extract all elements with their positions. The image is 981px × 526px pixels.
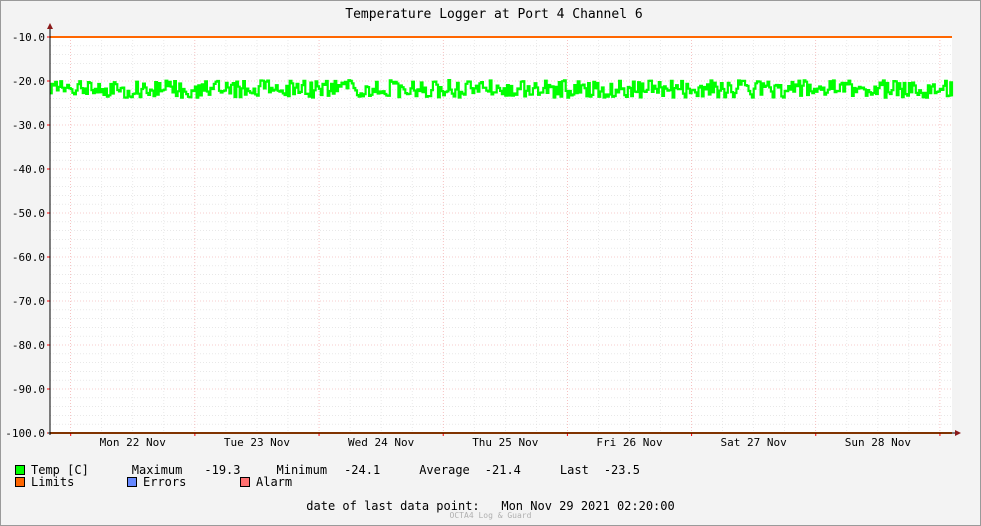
maximum-value: -19.3 xyxy=(204,463,241,477)
minimum-value: -24.1 xyxy=(344,463,381,477)
x-axis-arrow xyxy=(955,430,961,436)
y-tick-label: -10.0 xyxy=(12,31,45,44)
legend-limits: Limits xyxy=(15,475,127,489)
last-point-label: date of last data point: xyxy=(306,499,480,513)
y-tick-label: -30.0 xyxy=(12,119,45,132)
y-tick-label: -60.0 xyxy=(12,251,45,264)
y-tick-label: -100.0 xyxy=(5,427,45,440)
limits-label: Limits xyxy=(31,475,75,489)
legend-alarm: Alarm xyxy=(240,475,292,489)
last-data-point: date of last data point: Mon Nov 29 2021… xyxy=(0,499,981,513)
watermark: OCTA4 Log & Guard xyxy=(449,511,532,520)
grid-layer xyxy=(50,36,952,434)
temp-label: Temp [C] xyxy=(31,463,89,477)
y-tick-label: -20.0 xyxy=(12,75,45,88)
temp-series-line xyxy=(50,79,954,99)
last-value: -23.5 xyxy=(603,463,640,477)
legend-errors: Errors xyxy=(127,475,240,489)
average-label: Average xyxy=(419,463,470,477)
limits-swatch xyxy=(15,477,25,487)
plot-area xyxy=(50,37,952,433)
x-tick-label: Thu 25 Nov xyxy=(472,436,539,449)
last-label: Last xyxy=(559,463,589,477)
x-tick-label: Tue 23 Nov xyxy=(224,436,291,449)
chart-title: Temperature Logger at Port 4 Channel 6 xyxy=(345,7,642,22)
legend-row-temp: Temp [C] Maximum -19.3 Minimum -24.1 Ave… xyxy=(15,463,640,477)
temp-swatch xyxy=(15,465,25,475)
axis-layer xyxy=(47,23,961,436)
alarm-swatch xyxy=(240,477,250,487)
average-value: -21.4 xyxy=(484,463,521,477)
legend-row-status: Limits Errors Alarm xyxy=(15,475,292,489)
x-tick-label: Fri 26 Nov xyxy=(596,436,663,449)
x-tick-label: Sat 27 Nov xyxy=(721,436,788,449)
y-axis-arrow xyxy=(47,23,53,29)
y-tick-label: -40.0 xyxy=(12,163,45,176)
legend-temp: Temp [C] xyxy=(15,463,89,477)
y-tick-label: -50.0 xyxy=(12,207,45,220)
y-tick-label: -90.0 xyxy=(12,383,45,396)
x-tick-label: Mon 22 Nov xyxy=(100,436,167,449)
last-point-value: Mon Nov 29 2021 02:20:00 xyxy=(501,499,675,513)
maximum-label: Maximum xyxy=(131,463,183,477)
y-tick-label: -80.0 xyxy=(12,339,45,352)
x-tick-label: Sun 28 Nov xyxy=(845,436,912,449)
alarm-label: Alarm xyxy=(256,475,293,489)
minimum-label: Minimum xyxy=(276,463,328,477)
errors-swatch xyxy=(127,477,137,487)
errors-label: Errors xyxy=(143,475,187,489)
label-layer: -10.0 -20.0 -30.0 -40.0 -50.0 -60.0 -70.0 -80.0… xyxy=(5,31,911,449)
y-tick-label: -70.0 xyxy=(12,295,45,308)
x-tick-label: Wed 24 Nov xyxy=(348,436,415,449)
